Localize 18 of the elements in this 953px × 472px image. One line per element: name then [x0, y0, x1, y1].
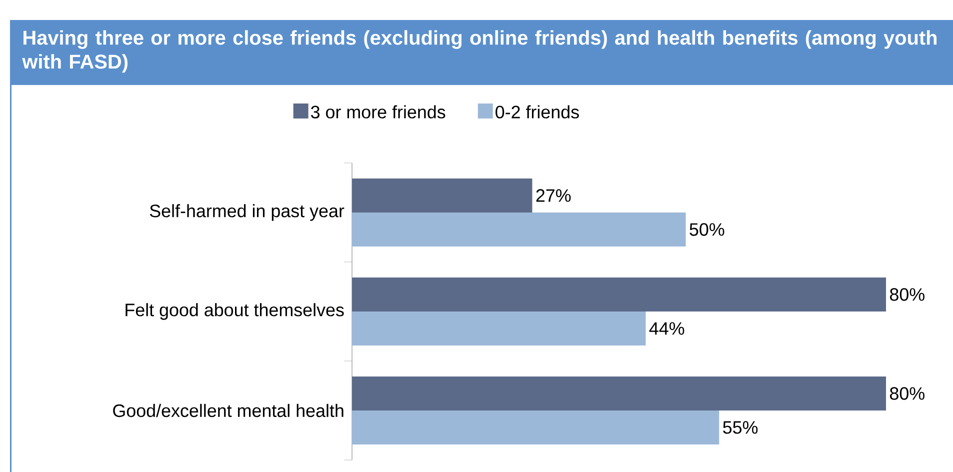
- legend-label: 0-2 friends: [496, 105, 579, 118]
- y-tick-label: Self-harmed in past year: [150, 204, 344, 221]
- data-label: 80%: [890, 387, 924, 400]
- data-label: 44%: [649, 322, 684, 335]
- bar: [352, 212, 686, 246]
- bar: [352, 376, 886, 410]
- data-label: 50%: [690, 223, 724, 236]
- data-label: 55%: [723, 421, 758, 434]
- legend-label: 3 or more friends: [311, 105, 446, 118]
- y-tick-label: Felt good about themselves: [126, 303, 344, 320]
- bar: [352, 410, 720, 444]
- data-label: 80%: [890, 288, 924, 301]
- bar: [352, 277, 886, 312]
- bar: [352, 178, 532, 212]
- y-tick-label: Good/excellent mental health: [113, 404, 344, 418]
- chart-title: Having three or more close friends (excluding online friends) and health benefits (among youth with FASD): [22, 30, 937, 73]
- data-label: 27%: [536, 189, 571, 202]
- bar: [352, 311, 646, 346]
